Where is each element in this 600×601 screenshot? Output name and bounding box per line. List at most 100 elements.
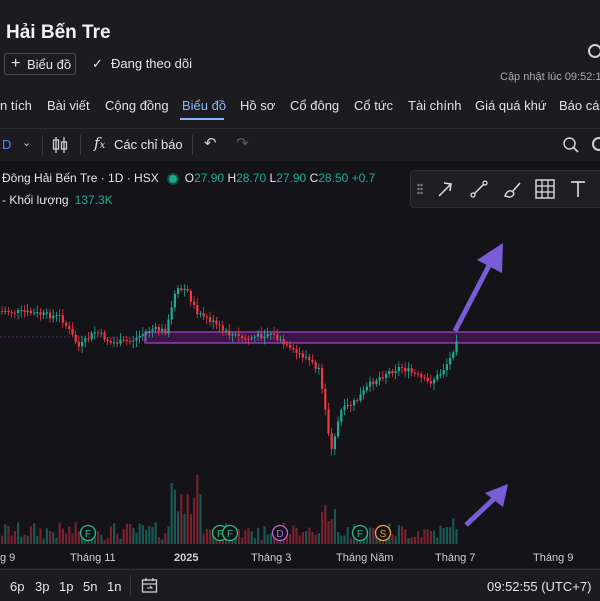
event-marker-label: F bbox=[357, 529, 363, 540]
tab-community[interactable]: Cộng đồng bbox=[105, 98, 169, 113]
undo-icon[interactable]: ↶ bbox=[204, 134, 217, 152]
candle bbox=[308, 357, 310, 360]
candle bbox=[398, 367, 400, 371]
chevron-down-icon[interactable]: ⌄ bbox=[22, 136, 31, 149]
candle-icon[interactable] bbox=[52, 136, 68, 154]
range-5n[interactable]: 5n bbox=[83, 579, 97, 594]
tab-reports[interactable]: Báo các bbox=[559, 98, 600, 113]
candle bbox=[177, 288, 179, 294]
range-1n[interactable]: 1n bbox=[107, 579, 121, 594]
volume-bar bbox=[190, 514, 192, 544]
upper-arrow[interactable] bbox=[455, 243, 503, 331]
range-1p[interactable]: 1p bbox=[59, 579, 73, 594]
volume-bar bbox=[286, 537, 288, 544]
candle bbox=[407, 368, 409, 371]
volume-bar bbox=[196, 475, 198, 544]
candle bbox=[1, 311, 3, 312]
candle bbox=[14, 313, 16, 314]
fx-icon[interactable]: fx bbox=[94, 134, 105, 152]
volume-bar bbox=[17, 523, 19, 544]
tab-profile[interactable]: Hồ sơ bbox=[240, 98, 275, 113]
range-6p[interactable]: 6p bbox=[10, 579, 24, 594]
interval-selector[interactable]: D bbox=[2, 137, 11, 152]
volume-bar bbox=[158, 537, 160, 544]
volume-bar bbox=[1, 536, 3, 544]
tab-dividends[interactable]: Cổ tức bbox=[354, 98, 393, 113]
time-axis-label: Tháng 11 bbox=[70, 552, 116, 564]
follow-button[interactable]: ✓ Đang theo dõi bbox=[92, 56, 192, 72]
grid-tool-icon[interactable] bbox=[534, 178, 556, 200]
volume-bar bbox=[132, 528, 134, 544]
calendar-icon[interactable] bbox=[141, 577, 158, 594]
volume-bar bbox=[209, 529, 211, 544]
volume-bar bbox=[417, 531, 419, 544]
candle bbox=[126, 340, 128, 341]
candle bbox=[68, 326, 70, 329]
redo-icon[interactable]: ↷ bbox=[236, 134, 249, 152]
volume-bar bbox=[119, 539, 121, 544]
range-3p[interactable]: 3p bbox=[35, 579, 49, 594]
candle bbox=[235, 334, 237, 335]
candlesticks bbox=[1, 284, 458, 455]
tab-articles[interactable]: Bài viết bbox=[47, 98, 90, 113]
candle bbox=[327, 409, 329, 433]
volume-bar bbox=[94, 537, 96, 544]
zone-rectangle[interactable] bbox=[145, 332, 600, 343]
tab-financials[interactable]: Tài chính bbox=[408, 98, 461, 113]
candle bbox=[311, 360, 313, 362]
tab-analysis[interactable]: n tích bbox=[0, 98, 32, 113]
candle bbox=[119, 340, 121, 344]
candle bbox=[148, 331, 150, 332]
candle bbox=[241, 336, 243, 338]
candle bbox=[84, 338, 86, 342]
candle bbox=[382, 377, 384, 378]
candle bbox=[113, 342, 115, 343]
magnifier-icon[interactable] bbox=[562, 136, 580, 154]
volume-bar bbox=[334, 509, 336, 544]
candle bbox=[257, 334, 259, 337]
volume-bar bbox=[171, 483, 173, 544]
candle bbox=[347, 405, 349, 406]
candle bbox=[199, 313, 201, 314]
volume-bar bbox=[299, 535, 301, 544]
lower-arrow[interactable] bbox=[466, 484, 508, 525]
candle bbox=[23, 310, 25, 312]
chart-button[interactable]: + Biểu đồ bbox=[4, 53, 76, 75]
check-icon: ✓ bbox=[92, 56, 103, 72]
drag-handle-icon[interactable] bbox=[417, 183, 423, 195]
candle bbox=[411, 368, 413, 372]
volume-bar bbox=[270, 533, 272, 544]
candle bbox=[94, 332, 96, 333]
volume-bar bbox=[315, 535, 317, 544]
chart-button-label: Biểu đồ bbox=[27, 57, 71, 72]
time-axis-label: Tháng 3 bbox=[251, 552, 291, 564]
candle bbox=[283, 339, 285, 344]
candle bbox=[251, 338, 253, 339]
volume-bar bbox=[369, 528, 371, 544]
candle bbox=[289, 345, 291, 348]
volume-bar bbox=[436, 538, 438, 544]
volume-bar bbox=[206, 529, 208, 544]
tab-price-history[interactable]: Giá quá khứ bbox=[475, 98, 547, 113]
candle bbox=[11, 312, 13, 313]
volume-bar bbox=[395, 536, 397, 544]
volume-bar bbox=[452, 519, 454, 544]
indicators-button[interactable]: Các chỉ báo bbox=[114, 137, 183, 152]
brush-tool-icon[interactable] bbox=[501, 178, 523, 200]
candle bbox=[231, 335, 233, 336]
volume-bar bbox=[4, 524, 6, 544]
close-value: 28.50 bbox=[318, 171, 348, 185]
gear-icon[interactable] bbox=[588, 44, 600, 58]
bottom-bar: 6p 3p 1p 5n 1n 09:52:55 (UTC+7) bbox=[0, 569, 600, 601]
volume-bar bbox=[103, 540, 105, 544]
line-tool-icon[interactable] bbox=[468, 178, 490, 200]
text-tool-icon[interactable] bbox=[567, 178, 589, 200]
tab-shareholders[interactable]: Cổ đông bbox=[290, 98, 339, 113]
settings-icon[interactable] bbox=[592, 137, 600, 151]
volume-bar bbox=[116, 534, 118, 544]
tab-chart[interactable]: Biểu đồ bbox=[182, 98, 226, 113]
arrow-tool-icon[interactable] bbox=[435, 178, 457, 200]
candle bbox=[430, 381, 432, 383]
